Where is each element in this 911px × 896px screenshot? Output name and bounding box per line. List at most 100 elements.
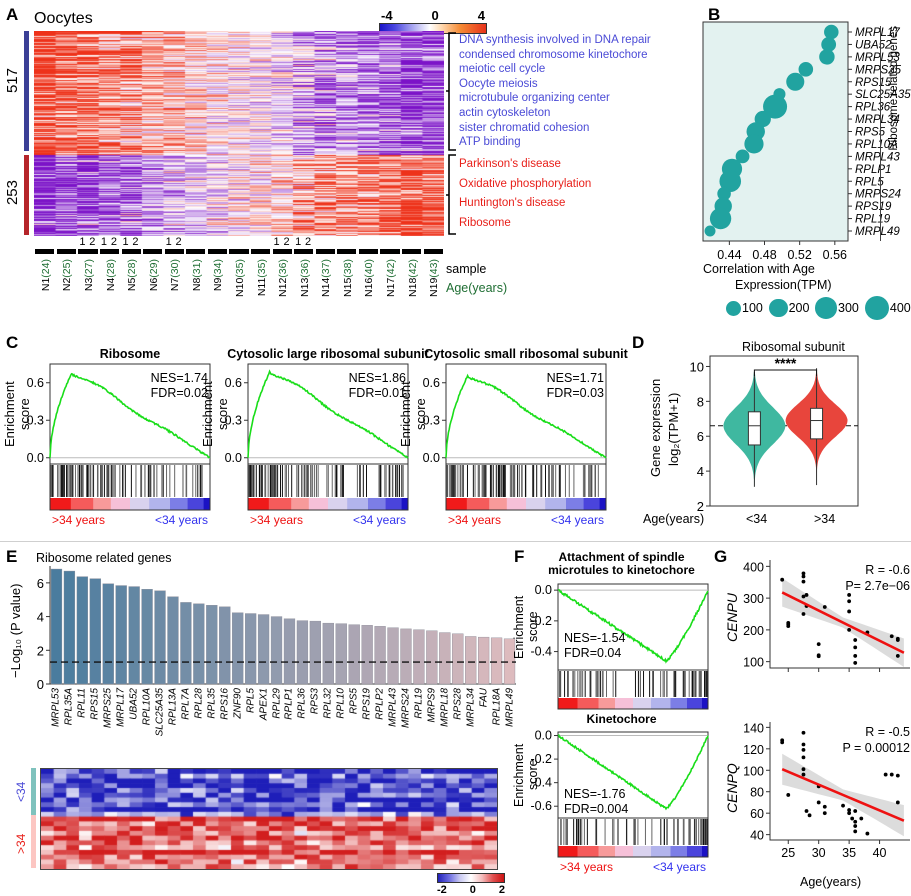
x-tick-label: 0.52 [787, 248, 811, 262]
rank-colorbar-segment [615, 846, 634, 857]
sample-label: N12(36) [277, 259, 289, 297]
panel-e-rowbar-old [31, 815, 36, 868]
panel-c-label: C [6, 333, 19, 352]
sample-age: (36) [277, 259, 290, 278]
panel-d-ylabel2: log₂(TPM+1) [666, 374, 681, 484]
y-tick-label: 100 [743, 764, 764, 778]
boxplot->34 [810, 407, 824, 440]
rank-colorbar-segment [347, 498, 369, 510]
gene-label-RPL11: RPL11 [76, 688, 88, 718]
rank-colorbar-segment [687, 698, 703, 709]
rank-colorbar-segment [93, 498, 112, 510]
bar-MRPL34 [465, 636, 477, 685]
scatter-point [801, 612, 806, 616]
pathway-item: ATP binding [459, 136, 521, 149]
panel-e-heatmap [40, 768, 498, 870]
axis-label-age: Age(years) [446, 281, 508, 295]
scatter-point [780, 740, 785, 745]
bar-RPL35A [63, 570, 76, 685]
pathway-item: DNA synthesis involved in DNA repair [459, 34, 651, 46]
panel-f-ylabel: Enrichment score [512, 595, 540, 659]
dot-MRPL43 [735, 149, 750, 164]
gene-label-SLC25A35: SLC25A35 [154, 688, 166, 737]
rank-colorbar-segment [566, 498, 585, 510]
replicate-number: 1 [122, 236, 129, 248]
bar-RPLP1 [283, 618, 296, 685]
panel-g-axes [769, 560, 910, 669]
dot-MRPS25 [798, 62, 814, 77]
y-tick-label: 0.0 [535, 729, 552, 743]
bar-RPL19 [413, 629, 425, 685]
pathway-item: microtubule organizing center [459, 92, 610, 105]
rank-colorbar-segment [446, 498, 468, 510]
x-tick-label: 40 [873, 846, 887, 860]
panel-c-plot-ribosome: Ribosome 0.6 0.3 0.0 NES=1.74 FDR=0.02 >34 yea… [2, 346, 214, 530]
gene-label-MRPL43: MRPL43 [855, 151, 900, 163]
gene-label-RPL5: RPL5 [855, 176, 884, 188]
hitbar-frame [49, 463, 211, 511]
sample-tick-bar [186, 249, 206, 254]
scatter-point [801, 742, 806, 747]
gsea-foot-right: <34 years [155, 513, 208, 527]
gene-label-RPL13A: RPL13A [167, 688, 179, 726]
panel-e-cb-max: 2 [498, 884, 505, 896]
colorbar-mid: 0 [431, 8, 439, 23]
gene-label-RPL32: RPL32 [322, 688, 334, 719]
panel-d-title: Ribosomal subunit [742, 340, 845, 354]
gene-label-RPL35A: RPL35A [63, 688, 75, 726]
bar-MRPL43 [387, 627, 399, 685]
panel-e-colorbar: -2 0 2 [437, 873, 505, 896]
scatter-point [804, 593, 809, 597]
legend-entry: 400 [864, 296, 911, 320]
gene-label-MRPL17: MRPL17 [115, 688, 127, 727]
sample-id: N11 [255, 277, 268, 297]
sample-id: N8 [190, 277, 203, 292]
scatter-point [847, 609, 852, 614]
gene-label-MRPL53: MRPL53 [855, 52, 900, 64]
hitbar-frame [445, 463, 607, 511]
legend-value: 300 [838, 300, 859, 315]
gsea-fdr: FDR=0.03 [547, 386, 604, 400]
bar-RPS5 [348, 624, 360, 685]
bar-RPS16 [219, 606, 231, 685]
dot-MRPS24 [717, 186, 731, 201]
panel-d-label: D [632, 333, 645, 352]
legend-dot [768, 298, 788, 318]
y-tick-label: 2 [697, 499, 704, 514]
sample-label: N16(40) [363, 259, 375, 297]
gene-label-RPS15: RPS15 [89, 688, 101, 720]
bar-RPL10A [141, 589, 153, 685]
rank-colorbar-segment [633, 698, 652, 709]
gene-label-RPL36: RPL36 [296, 688, 308, 719]
gene-label-RPLP2: RPLP2 [374, 688, 386, 720]
gene-label-SLC25A35: SLC25A35 [855, 89, 911, 101]
pathway-item: Huntington's disease [459, 197, 566, 209]
rank-colorbar-segment [598, 846, 616, 857]
scatter-point [853, 829, 858, 834]
scatter-point [889, 772, 894, 777]
gene-label-MRPS25: MRPS25 [855, 64, 902, 76]
panel-f-title-0-line1: Attachment of spindle [558, 550, 685, 564]
scatter-point [865, 831, 870, 836]
panel-g-ylabel-CENPQ: CENPQ [724, 763, 740, 813]
rank-colorbar-segment [328, 498, 348, 510]
gsea-foot-right: <34 years [551, 513, 604, 527]
panel-f-ylabel: Enrichment score [512, 743, 540, 807]
rank-colorbar-segment [489, 498, 508, 510]
y-tick-label: 0.0 [225, 451, 242, 465]
panel-d-xlabel: Age(years) [643, 512, 705, 526]
correlation-r: R = -0.5 [865, 725, 910, 739]
sample-age: (28) [104, 259, 117, 278]
pathway-item: sister chromatid cohesion [459, 121, 590, 134]
rank-colorbar-segment [670, 698, 688, 709]
scatter-point [801, 755, 806, 760]
sample-label: N14(37) [320, 259, 332, 297]
panel-d-group-young: <34 [746, 512, 768, 526]
sample-id: N17 [385, 277, 398, 297]
sample-label: N1(24) [40, 259, 52, 291]
bar-RPL5 [245, 613, 257, 685]
y-tick-label: 2 [37, 643, 44, 658]
replicate-number: 2 [175, 236, 182, 248]
rank-colorbar-segment [651, 698, 671, 709]
pathway-item: Oocyte meiosis [459, 77, 538, 90]
